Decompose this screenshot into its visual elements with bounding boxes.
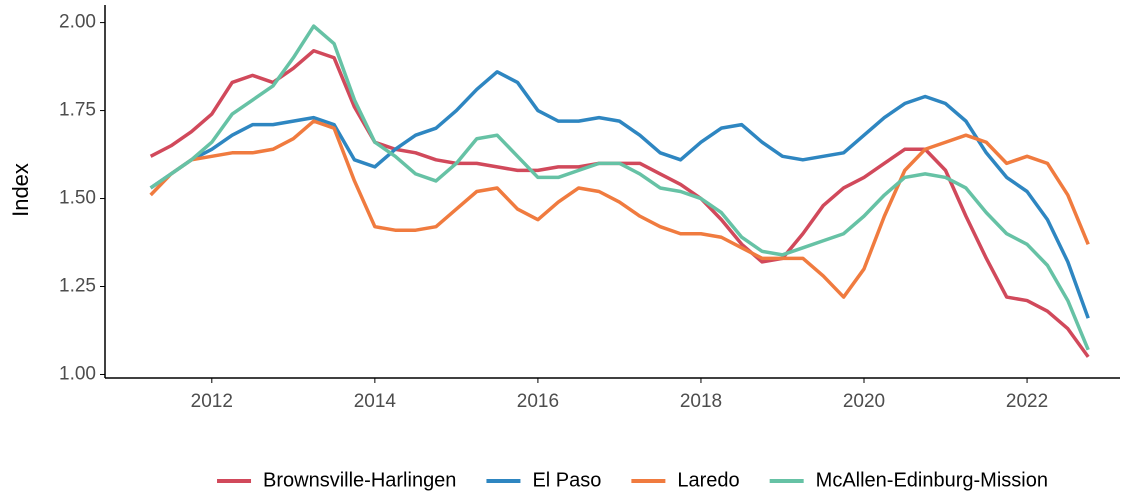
- legend-label: Brownsville-Harlingen: [263, 469, 456, 491]
- x-tick-label: 2016: [517, 391, 559, 412]
- series-line: [149, 70, 1090, 319]
- x-tick-label: 2012: [191, 391, 233, 412]
- legend-label: McAllen-Edinburg-Mission: [816, 469, 1048, 491]
- x-tick-label: 2018: [680, 391, 722, 412]
- series-line: [149, 24, 1090, 351]
- legend: Brownsville-Harlingen El Paso Laredo McAlle…: [217, 469, 1048, 491]
- legend-label: El Paso: [532, 469, 601, 491]
- y-axis-label: Index: [8, 163, 33, 217]
- y-tick-label: 1.00: [59, 363, 96, 384]
- y-tick-label: 2.00: [59, 12, 96, 33]
- y-tick-label: 1.25: [59, 276, 96, 297]
- x-tick-label: 2020: [843, 391, 885, 412]
- y-tick-label: 1.75: [59, 100, 96, 121]
- legend-label: Laredo: [677, 469, 739, 491]
- x-tick-label: 2014: [354, 391, 397, 412]
- x-tick-label: 2022: [1006, 391, 1048, 412]
- series-line: [149, 119, 1090, 299]
- y-tick-label: 1.50: [59, 188, 96, 209]
